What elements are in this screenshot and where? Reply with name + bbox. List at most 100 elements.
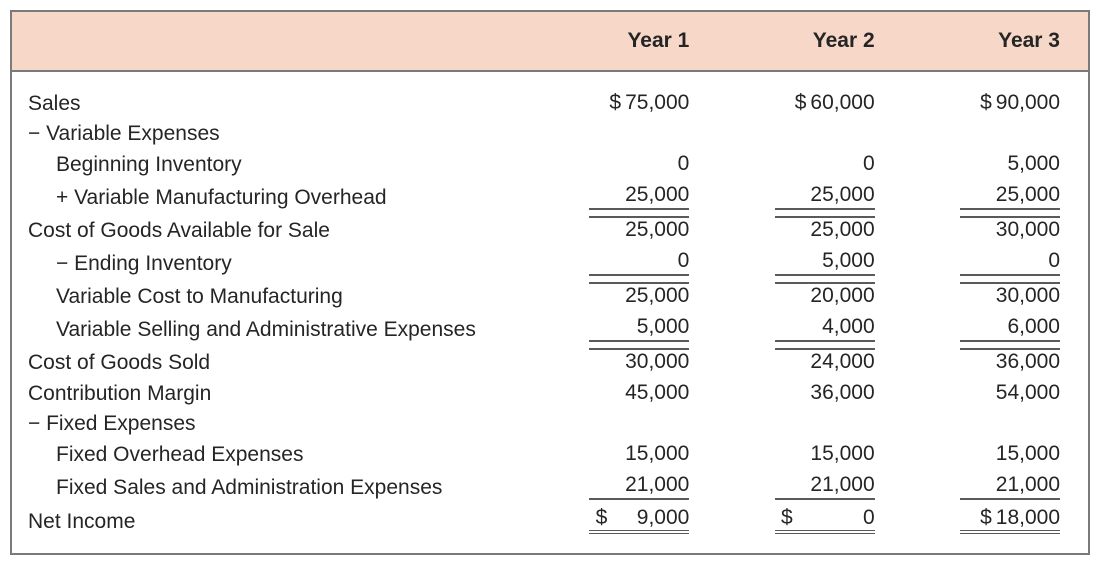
- cell-ni-y2: $0: [717, 503, 902, 537]
- income-statement-table: Year 1 Year 2 Year 3 Sales$75,000$60,000…: [10, 10, 1090, 555]
- value: 0: [678, 152, 690, 175]
- cell-vctm-y3: 30,000: [903, 279, 1089, 312]
- value: 4,000: [822, 315, 875, 338]
- cell-vmo-y1: 25,000: [532, 180, 717, 213]
- cell-foe-y2: 15,000: [717, 439, 902, 470]
- cell-vsae-y1: 5,000: [532, 312, 717, 345]
- cell-beg_inv-y3: 5,000: [903, 149, 1089, 180]
- cell-fsae-y2: 21,000: [717, 470, 902, 503]
- value: 30,000: [625, 350, 689, 373]
- header-year1: Year 1: [532, 11, 717, 71]
- row-label-vsae: Variable Selling and Administrative Expe…: [11, 312, 532, 345]
- value: 25,000: [810, 183, 874, 206]
- value: 0: [863, 152, 875, 175]
- cell-foe-y3: 15,000: [903, 439, 1089, 470]
- cell-ni-y3: $18,000: [903, 503, 1089, 537]
- value: 0: [1048, 249, 1060, 272]
- value: 25,000: [625, 284, 689, 307]
- value: 5,000: [637, 315, 690, 338]
- value: 21,000: [810, 473, 874, 496]
- cell-beg_inv-y2: 0: [717, 149, 902, 180]
- value: 21,000: [996, 473, 1060, 496]
- cell-foe-y1: 15,000: [532, 439, 717, 470]
- table-row: Fixed Sales and Administration Expenses 2…: [11, 470, 1089, 503]
- table-header-row: Year 1 Year 2 Year 3: [11, 11, 1089, 71]
- cell-cm-y3: 54,000: [903, 378, 1089, 409]
- value: 5,000: [1007, 152, 1060, 175]
- table-row: − Variable Expenses: [11, 119, 1089, 149]
- value: 25,000: [810, 218, 874, 241]
- cell-cogas-y1: 25,000: [532, 213, 717, 246]
- cell-var_exp_hdr-y3: [903, 119, 1089, 149]
- row-label-sales: Sales: [11, 88, 532, 119]
- value: 25,000: [625, 183, 689, 206]
- cell-vmo-y3: 25,000: [903, 180, 1089, 213]
- cell-cogas-y3: 30,000: [903, 213, 1089, 246]
- row-label-fsae: Fixed Sales and Administration Expenses: [11, 470, 532, 503]
- cell-cogs-y1: 30,000: [532, 345, 717, 378]
- cell-vsae-y3: 6,000: [903, 312, 1089, 345]
- value: 20,000: [810, 284, 874, 307]
- table-row: Cost of Goods Sold 30,000 24,000 36,000: [11, 345, 1089, 378]
- value: 90,000: [996, 91, 1060, 114]
- cell-vctm-y1: 25,000: [532, 279, 717, 312]
- value: 30,000: [996, 218, 1060, 241]
- currency-prefix: $: [795, 91, 811, 115]
- cell-sales-y1: $75,000: [532, 88, 717, 119]
- value: 6,000: [1007, 315, 1060, 338]
- value: 21,000: [625, 473, 689, 496]
- cell-vmo-y2: 25,000: [717, 180, 902, 213]
- value: 45,000: [625, 381, 689, 404]
- table-row: Net Income$9,000$0$18,000: [11, 503, 1089, 537]
- currency-prefix: $: [781, 506, 797, 530]
- currency-prefix: $: [980, 506, 996, 530]
- table-row: Cost of Goods Available for Sale25,00025…: [11, 213, 1089, 246]
- value: 36,000: [810, 381, 874, 404]
- cell-fsae-y1: 21,000: [532, 470, 717, 503]
- table-row: − Ending Inventory05,0000: [11, 246, 1089, 279]
- row-label-vmo: + Variable Manufacturing Overhead: [11, 180, 532, 213]
- cell-cm-y2: 36,000: [717, 378, 902, 409]
- currency-prefix: $: [980, 91, 996, 115]
- currency-prefix: $: [609, 91, 625, 115]
- cell-fix_hdr-y3: [903, 409, 1089, 439]
- row-label-ni: Net Income: [11, 503, 532, 537]
- row-label-fix_hdr: − Fixed Expenses: [11, 409, 532, 439]
- value: 30,000: [996, 284, 1060, 307]
- cell-cogas-y2: 25,000: [717, 213, 902, 246]
- cell-beg_inv-y1: 0: [532, 149, 717, 180]
- value: 36,000: [996, 350, 1060, 373]
- value: 60,000: [810, 91, 874, 114]
- value: 25,000: [996, 183, 1060, 206]
- header-empty: [11, 11, 532, 71]
- table-row: Sales$75,000$60,000$90,000: [11, 88, 1089, 119]
- row-label-beg_inv: Beginning Inventory: [11, 149, 532, 180]
- value: 0: [678, 249, 690, 272]
- header-year2: Year 2: [717, 11, 902, 71]
- row-label-cogas: Cost of Goods Available for Sale: [11, 213, 532, 246]
- row-label-cm: Contribution Margin: [11, 378, 532, 409]
- row-label-cogs: Cost of Goods Sold: [11, 345, 532, 378]
- value: 24,000: [810, 350, 874, 373]
- currency-prefix: $: [596, 506, 612, 530]
- row-label-var_exp_hdr: − Variable Expenses: [11, 119, 532, 149]
- cell-fix_hdr-y1: [532, 409, 717, 439]
- value: 9,000: [611, 506, 689, 530]
- cell-end_inv-y2: 5,000: [717, 246, 902, 279]
- table-row: + Variable Manufacturing Overhead 25,000 2…: [11, 180, 1089, 213]
- cell-vctm-y2: 20,000: [717, 279, 902, 312]
- value: 75,000: [625, 91, 689, 114]
- cell-fsae-y3: 21,000: [903, 470, 1089, 503]
- value: 15,000: [996, 442, 1060, 465]
- cell-fix_hdr-y2: [717, 409, 902, 439]
- cell-end_inv-y3: 0: [903, 246, 1089, 279]
- value: 15,000: [625, 442, 689, 465]
- value: 54,000: [996, 381, 1060, 404]
- value: 15,000: [810, 442, 874, 465]
- header-year3: Year 3: [903, 11, 1089, 71]
- table-row: Fixed Overhead Expenses15,00015,00015,00…: [11, 439, 1089, 470]
- cell-var_exp_hdr-y2: [717, 119, 902, 149]
- table-row: Contribution Margin 45,000 36,000 54,000: [11, 378, 1089, 409]
- cell-ni-y1: $9,000: [532, 503, 717, 537]
- table-row: − Fixed Expenses: [11, 409, 1089, 439]
